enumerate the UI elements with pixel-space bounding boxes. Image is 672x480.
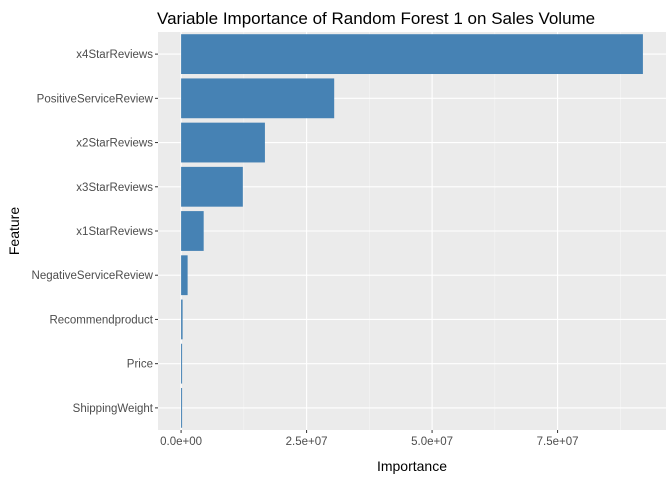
bar <box>181 255 188 296</box>
bar <box>181 34 643 75</box>
bar <box>181 166 243 207</box>
y-tick-label: PositiveServiceReview <box>37 93 154 105</box>
y-tick-label: x3StarReviews <box>76 182 153 194</box>
x-axis: 0.0e+00 2.5e+07 5.0e+07 7.5e+07 <box>160 430 579 448</box>
y-tick-label: x2StarReviews <box>76 138 153 150</box>
y-axis-title: Feature <box>6 207 22 255</box>
y-tick-label: ShippingWeight <box>73 403 154 415</box>
x-tick-label: 5.0e+07 <box>411 436 453 448</box>
y-axis: x4StarReviews PositiveServiceReview x2Star… <box>32 49 158 415</box>
y-tick-label: NegativeServiceReview <box>32 270 154 282</box>
y-tick-label: Recommendproduct <box>49 314 153 326</box>
x-tick-label: 2.5e+07 <box>286 436 328 448</box>
x-axis-title: Importance <box>377 458 447 474</box>
bar <box>181 299 183 340</box>
bar <box>181 387 183 428</box>
bar <box>181 122 265 163</box>
y-tick-label: Price <box>127 359 153 371</box>
y-tick-label: x1StarReviews <box>76 226 153 238</box>
bar <box>181 343 183 384</box>
x-tick-label: 0.0e+00 <box>160 436 202 448</box>
bar <box>181 78 335 119</box>
bars-group <box>181 34 643 428</box>
bar <box>181 211 204 251</box>
y-tick-label: x4StarReviews <box>76 49 153 61</box>
chart-title: Variable Importance of Random Forest 1 o… <box>157 9 595 28</box>
x-tick-label: 7.5e+07 <box>537 436 579 448</box>
